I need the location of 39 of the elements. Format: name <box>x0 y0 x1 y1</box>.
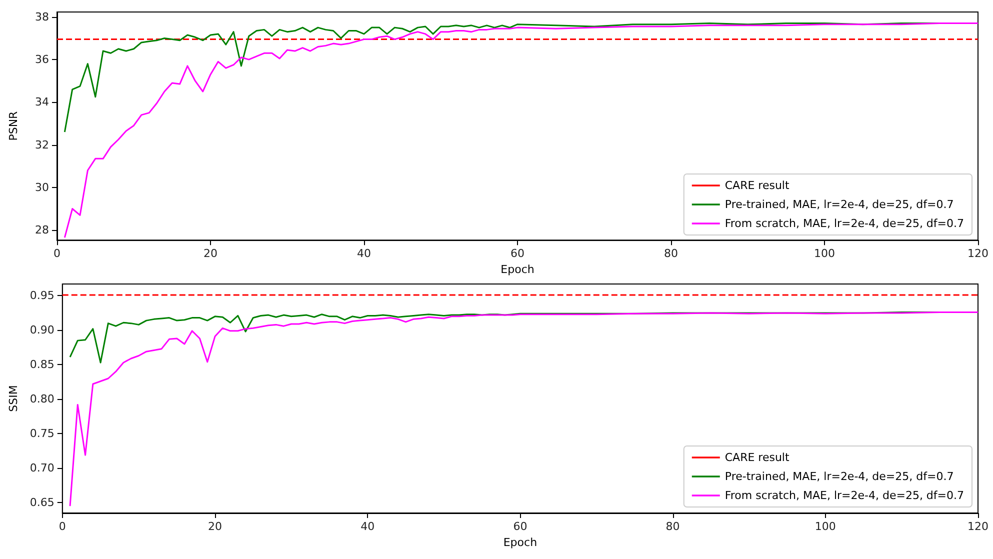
x-axis-title: Epoch <box>500 263 534 276</box>
x-tick-label: 80 <box>666 520 680 533</box>
y-tick-label: 34 <box>35 96 49 109</box>
y-tick-label: 0.80 <box>30 392 54 406</box>
line-series <box>64 22 979 238</box>
x-tick-label: 60 <box>510 247 524 260</box>
legend-label: Pre-trained, MAE, lr=2e-4, de=25, df=0.7 <box>724 470 954 483</box>
y-tick-label: 30 <box>35 180 49 194</box>
x-tick-label: 100 <box>814 247 835 260</box>
x-tick-label: 120 <box>968 247 988 260</box>
y-tick-label: 0.75 <box>30 427 54 440</box>
x-tick-label: 0 <box>54 247 60 260</box>
x-tick-label: 0 <box>58 520 66 533</box>
y-tick-label: 38 <box>35 10 49 24</box>
legend-label: Pre-trained, MAE, lr=2e-4, de=25, df=0.7 <box>724 198 954 211</box>
y-tick-label: 32 <box>35 138 49 152</box>
x-tick-label: 100 <box>814 520 836 533</box>
x-tick-label: 40 <box>357 247 371 260</box>
y-tick-label: 36 <box>35 53 49 66</box>
x-tick-label: 20 <box>204 247 218 260</box>
x-tick-label: 40 <box>360 520 375 533</box>
y-tick-label: 28 <box>35 224 49 237</box>
legend-label: From scratch, MAE, lr=2e-4, de=25, df=0.7 <box>724 489 964 502</box>
line-series <box>69 312 979 507</box>
y-axis-title: PSNR <box>7 110 20 141</box>
x-axis-title: Epoch <box>503 536 538 549</box>
x-tick-label: 20 <box>208 520 222 533</box>
legend-label: CARE result <box>724 451 790 464</box>
x-tick-label: 120 <box>968 520 988 533</box>
y-tick-label: 0.90 <box>30 324 54 337</box>
y-tick-label: 0.85 <box>30 358 54 372</box>
y-tick-label: 0.95 <box>30 289 54 302</box>
y-axis-title: SSIM <box>7 385 20 412</box>
legend-label: CARE result <box>724 179 790 192</box>
x-tick-label: 80 <box>664 247 678 260</box>
legend-label: From scratch, MAE, lr=2e-4, de=25, df=0.7 <box>724 217 964 230</box>
y-tick-label: 0.65 <box>30 496 54 510</box>
y-tick-label: 0.70 <box>30 462 54 475</box>
x-tick-label: 60 <box>513 520 528 533</box>
